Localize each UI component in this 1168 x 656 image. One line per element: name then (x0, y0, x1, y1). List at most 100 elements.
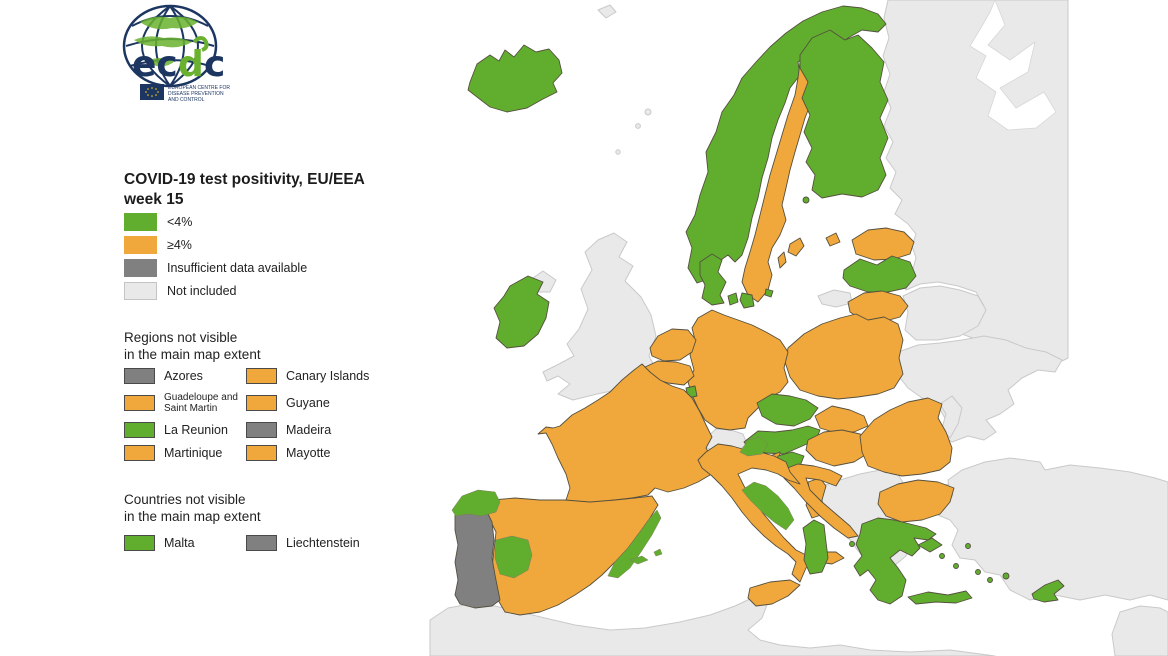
region-croatia (781, 463, 859, 539)
country-item-liechtenstein: Liechtenstein (246, 531, 406, 555)
swatch-martinique (124, 444, 155, 461)
wordmark-d: d (178, 44, 204, 85)
org-line-3: AND CONTROL (168, 97, 205, 103)
region-balearic-islands-minor (653, 548, 663, 557)
regions-grid: Azores Canary Islands Guadeloupe and Sai… (124, 364, 414, 464)
region-corfu (849, 541, 855, 547)
region-france (537, 363, 719, 504)
region-italy-northeast (739, 436, 769, 457)
legend-swatch-insufficient (124, 258, 157, 277)
swatch-malta (124, 535, 155, 551)
region-iceland (467, 44, 563, 113)
countries-title-line2: in the main map extent (124, 508, 261, 524)
region-greek-island (975, 569, 981, 575)
regions-row: Guadeloupe and Saint Martin Guyane (124, 388, 414, 418)
region-balearic-islands (629, 555, 649, 565)
regions-row: La Reunion Madeira (124, 418, 414, 441)
label-malta: Malta (164, 536, 195, 550)
region-greece (853, 517, 937, 605)
region-hebrides (615, 149, 621, 155)
swatch-azores (124, 368, 155, 384)
map-title: COVID-19 test positivity, EU/EEA week 15 (124, 170, 414, 210)
legend-item: ≥4% (124, 233, 404, 256)
legend-label: <4% (167, 214, 193, 229)
region-poland (784, 313, 904, 400)
region-finland (799, 29, 889, 199)
region-ireland (493, 275, 550, 349)
legend-item: Not included (124, 279, 404, 302)
legend-label: Insufficient data available (167, 260, 308, 275)
legend-item: <4% (124, 210, 404, 233)
label-martinique: Martinique (164, 445, 223, 460)
wordmark-c: c (204, 44, 225, 85)
swatch-mayotte (246, 444, 277, 461)
region-white-sea (969, 0, 1057, 131)
eu-flag-icon (140, 84, 164, 100)
label-azores: Azores (164, 369, 203, 383)
region-item-azores: Azores (124, 364, 246, 388)
regions-title-line2: in the main map extent (124, 346, 261, 362)
countries-panel-title: Countries not visible in the main map ex… (124, 492, 404, 526)
region-kaliningrad (817, 289, 853, 308)
countries-grid: Malta Liechtenstein (124, 531, 414, 555)
region-greek-island (939, 553, 945, 559)
region-spain-galicia (451, 489, 501, 517)
label-la-reunion: La Reunion (164, 422, 228, 437)
region-netherlands (649, 328, 697, 362)
region-sicily (747, 579, 801, 607)
region-denmark-zealand (739, 292, 755, 309)
label-guyane: Guyane (286, 396, 330, 410)
region-item-guyane: Guyane (246, 388, 406, 418)
region-rhodes (1002, 572, 1010, 580)
regions-panel-title: Regions not visible in the main map exte… (124, 330, 404, 364)
label-liechtenstein: Liechtenstein (286, 536, 360, 550)
region-spain-extremadura (494, 535, 533, 579)
swatch-madeira (246, 421, 277, 438)
legend-swatch-gte4 (124, 235, 157, 254)
region-levant (1111, 605, 1168, 656)
region-united-kingdom (542, 232, 658, 401)
legend-label: ≥4% (167, 237, 192, 252)
region-euboea (917, 537, 943, 553)
country-item-malta: Malta (124, 531, 246, 555)
region-norway (685, 5, 887, 284)
region-belarus (902, 285, 987, 341)
region-item-guadeloupe: Guadeloupe and Saint Martin (124, 388, 246, 418)
swatch-guyane (246, 395, 277, 411)
region-cyprus (1031, 579, 1065, 603)
region-gotland (787, 237, 805, 257)
ecdc-logo: ec d c EUROPEAN CENTRE FOR DISEASE PREVE… (122, 4, 230, 103)
swatch-liechtenstein (246, 535, 277, 551)
countries-title-line1: Countries not visible (124, 492, 246, 507)
region-sweden (741, 59, 827, 303)
region-greek-island (953, 563, 959, 569)
region-italy-central (741, 481, 795, 531)
region-item-mayotte: Mayotte (246, 441, 406, 464)
region-portugal (454, 509, 501, 609)
swatch-canary-islands (246, 368, 277, 384)
region-greek-island (987, 577, 993, 583)
region-bornholm (764, 288, 774, 298)
wordmark-ec: ec (132, 44, 178, 85)
legend-item: Insufficient data available (124, 256, 404, 279)
region-spain-valencia-murcia (607, 509, 662, 579)
ecdc-wordmark: ec d c (132, 36, 225, 85)
region-item-canary-islands: Canary Islands (246, 364, 406, 388)
org-line-1: EUROPEAN CENTRE FOR (168, 85, 230, 91)
region-czechia (756, 393, 819, 427)
label-canary-islands: Canary Islands (286, 369, 370, 383)
region-latvia (842, 255, 917, 293)
label-madeira: Madeira (286, 422, 332, 437)
region-sardinia (802, 519, 829, 575)
region-turkey (934, 457, 1168, 601)
map-title-line1: COVID-19 test positivity, EU/EEA (124, 171, 365, 188)
regions-row: Azores Canary Islands (124, 364, 414, 388)
region-denmark (699, 253, 727, 306)
region-romania (859, 397, 953, 477)
region-item-la-reunion: La Reunion (124, 418, 246, 441)
region-moldova (939, 395, 963, 439)
legend-swatch-lt4 (124, 212, 157, 231)
regions-row: Martinique Mayotte (124, 441, 414, 464)
